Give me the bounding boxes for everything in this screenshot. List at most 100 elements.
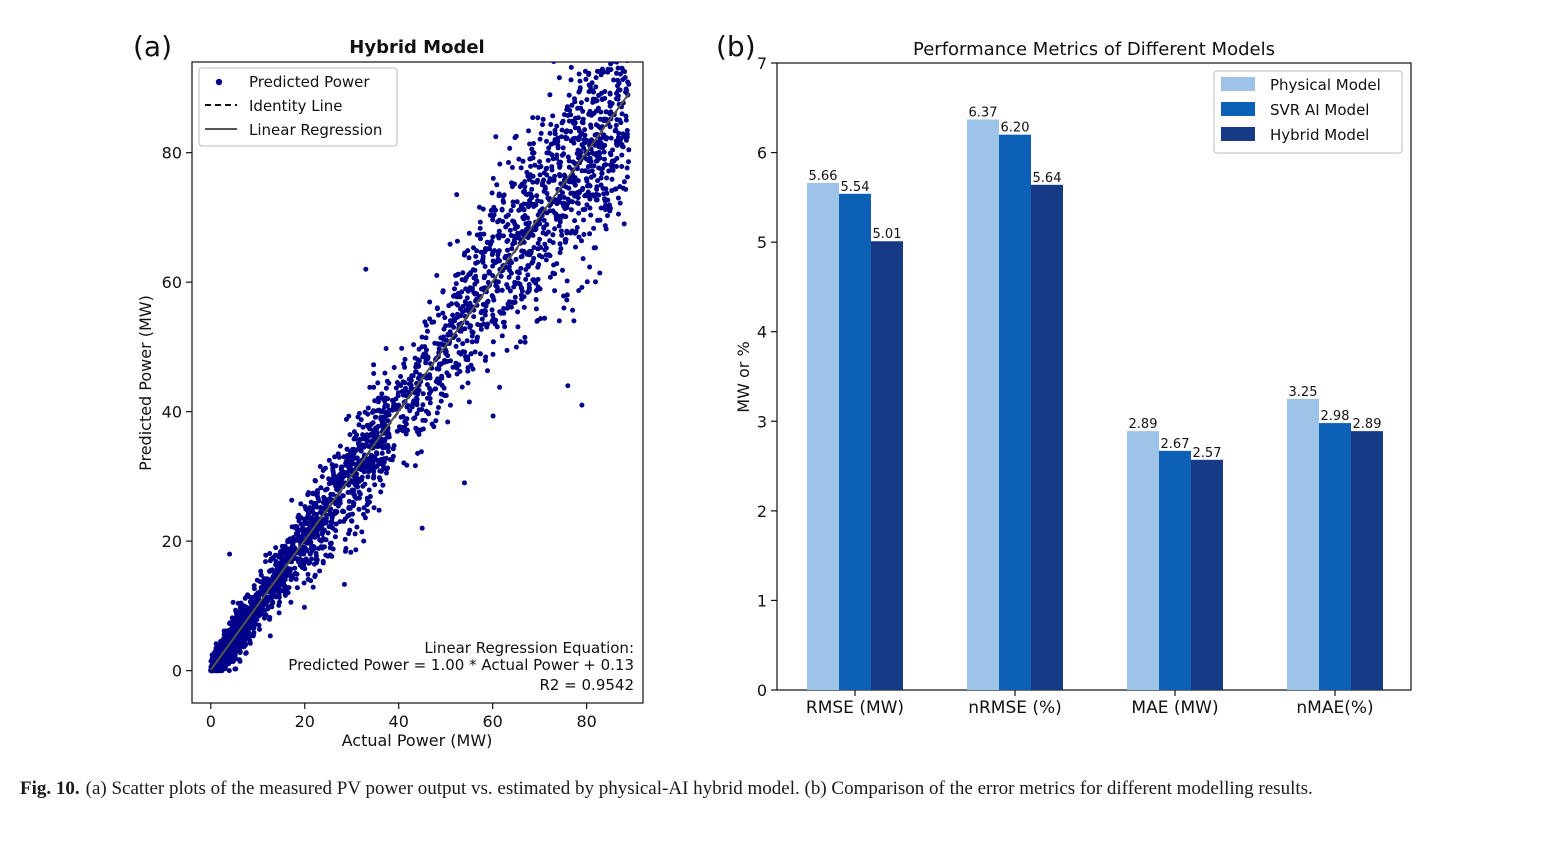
scatter-point — [315, 493, 320, 499]
bar-legend-box — [1213, 70, 1403, 154]
scatter-point — [307, 551, 313, 557]
scatter-point — [502, 324, 508, 330]
scatter-point — [584, 176, 590, 182]
scatter-point — [284, 553, 290, 559]
scatter-point — [415, 427, 421, 433]
scatter-point — [255, 596, 261, 602]
scatter-point — [359, 529, 365, 535]
scatter-point — [607, 42, 612, 47]
scatter-point — [354, 455, 360, 461]
scatter-point — [403, 431, 409, 437]
scatter-point — [406, 376, 412, 382]
scatter-point — [599, 171, 605, 176]
scatter-point — [616, 130, 622, 136]
scatter-point — [429, 319, 435, 325]
scatter-point — [360, 483, 366, 489]
bar-y-tick-label: 3 — [757, 412, 767, 431]
scatter-point — [491, 297, 497, 303]
scatter-point — [353, 436, 358, 442]
bar-svr-ai-model — [999, 134, 1031, 690]
scatter-point — [517, 184, 523, 190]
scatter-point — [298, 501, 304, 507]
scatter-point — [603, 7, 608, 12]
scatter-point — [437, 362, 442, 368]
scatter-point — [482, 358, 488, 363]
scatter-point — [519, 254, 525, 259]
scatter-point — [339, 464, 344, 470]
scatter-point — [509, 304, 514, 310]
scatter-point — [537, 159, 543, 165]
scatter-point — [503, 214, 509, 220]
scatter-point — [371, 469, 377, 475]
bar-category-label: nMAE(%) — [1296, 698, 1373, 718]
scatter-point — [573, 229, 579, 235]
scatter-point — [568, 129, 574, 134]
scatter-point — [563, 214, 569, 220]
scatter-point — [616, 211, 621, 217]
scatter-point — [385, 449, 391, 455]
scatter-point — [419, 525, 425, 531]
scatter-point — [558, 246, 564, 252]
scatter-point — [489, 293, 495, 299]
scatter-point — [525, 272, 531, 278]
scatter-point — [351, 500, 357, 506]
scatter-point — [262, 615, 267, 621]
scatter-point — [537, 172, 543, 178]
scatter-point — [384, 413, 390, 419]
scatter-point — [398, 414, 404, 420]
scatter-point — [598, 205, 604, 211]
scatter-point — [623, 113, 629, 119]
scatter-point — [411, 342, 417, 348]
scatter-point — [615, 195, 621, 201]
scatter-point — [589, 29, 594, 34]
scatter-point — [371, 362, 377, 368]
scatter-point — [582, 68, 588, 74]
scatter-point — [582, 207, 588, 212]
scatter-point — [622, 75, 628, 80]
scatter-point — [434, 305, 440, 311]
scatter-point — [610, 167, 616, 173]
scatter-point — [524, 169, 530, 175]
scatter-point — [217, 661, 223, 667]
scatter-point — [614, 155, 620, 161]
scatter-point — [544, 138, 549, 144]
scatter-point — [577, 87, 583, 93]
scatter-point — [548, 122, 554, 127]
scatter-point — [568, 207, 574, 213]
scatter-point — [607, 124, 613, 130]
scatter-point — [561, 151, 567, 157]
scatter-point — [422, 319, 428, 325]
scatter-point — [500, 193, 506, 199]
scatter-point — [542, 315, 548, 321]
bar-y-label: MW or % — [734, 341, 753, 412]
scatter-point — [525, 215, 530, 221]
scatter-point — [293, 576, 299, 582]
scatter-point — [599, 56, 604, 61]
scatter-point — [596, 192, 602, 198]
scatter-point — [307, 560, 313, 566]
scatter-point — [489, 307, 495, 313]
scatter-point — [329, 462, 335, 468]
scatter-point — [597, 270, 603, 276]
scatter-point — [584, 183, 590, 189]
scatter-point — [605, 69, 611, 75]
scatter-point — [477, 225, 483, 231]
scatter-point — [575, 195, 581, 201]
scatter-point — [326, 457, 332, 463]
scatter-point — [420, 354, 426, 360]
scatter-point — [573, 115, 578, 121]
scatter-point — [371, 475, 376, 481]
scatter-point — [591, 89, 596, 95]
scatter-point — [507, 145, 513, 151]
scatter-point — [594, 184, 600, 190]
scatter-point — [315, 533, 321, 539]
scatter-point — [585, 164, 591, 170]
scatter-point — [508, 208, 514, 213]
scatter-point — [615, 65, 621, 71]
scatter-point — [326, 524, 332, 530]
scatter-point — [456, 362, 462, 368]
scatter-point — [356, 411, 362, 416]
legend-label-identity-line: Identity Line — [249, 97, 343, 115]
scatter-point — [225, 631, 230, 637]
scatter-point — [607, 111, 613, 117]
